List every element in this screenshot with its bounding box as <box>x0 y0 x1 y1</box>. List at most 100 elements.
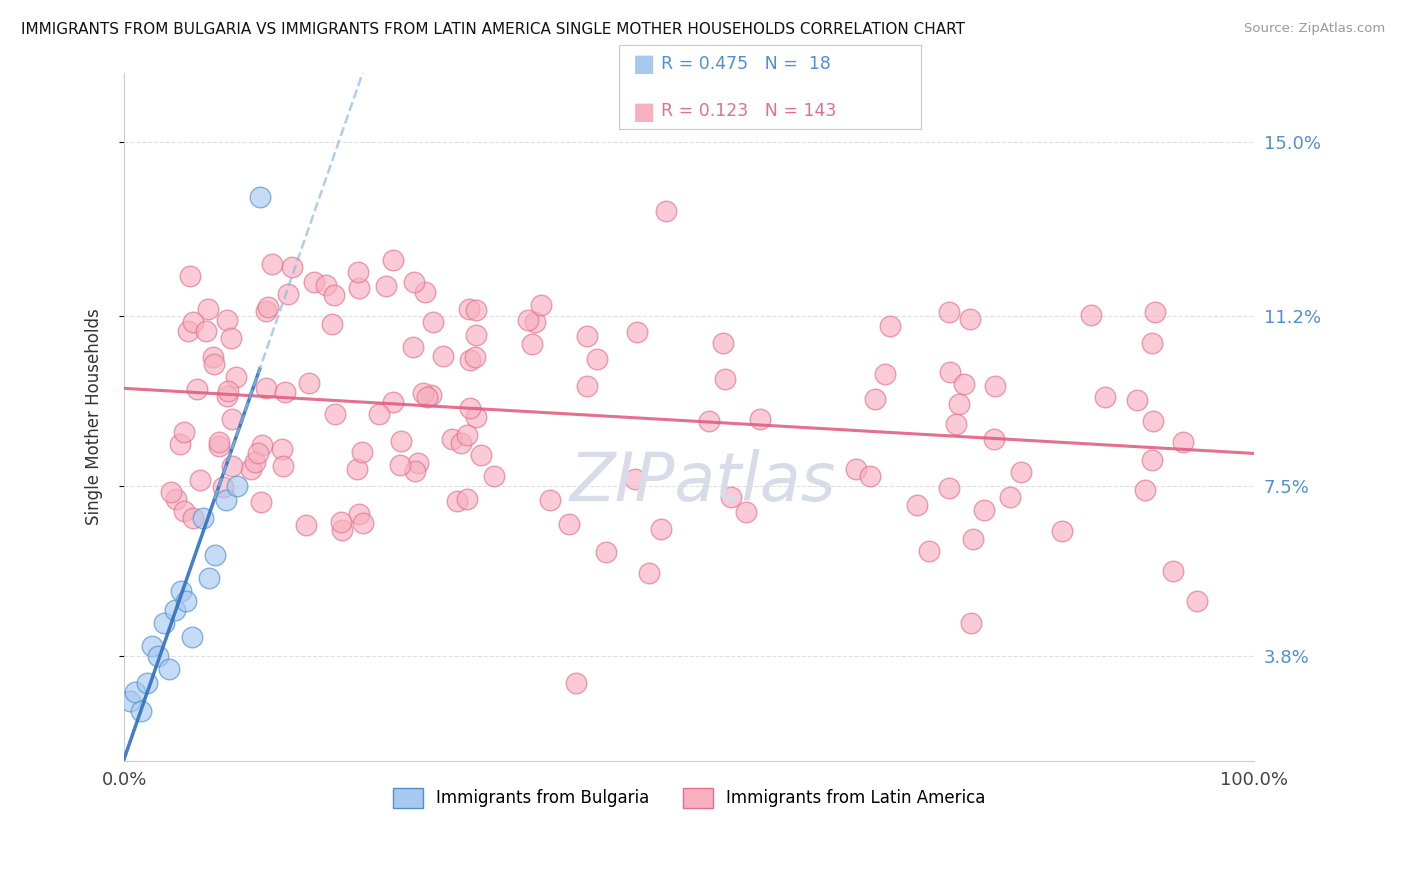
Text: IMMIGRANTS FROM BULGARIA VS IMMIGRANTS FROM LATIN AMERICA SINGLE MOTHER HOUSEHOL: IMMIGRANTS FROM BULGARIA VS IMMIGRANTS F… <box>21 22 965 37</box>
Point <box>530 298 553 312</box>
Point <box>212 480 235 494</box>
Point <box>446 494 468 508</box>
Point <box>254 381 277 395</box>
Point <box>404 464 426 478</box>
Point <box>367 407 389 421</box>
Point <box>1143 304 1166 318</box>
Point <box>217 384 239 398</box>
Point <box>188 474 211 488</box>
Point <box>186 382 208 396</box>
Point <box>465 409 488 424</box>
Point <box>330 523 353 537</box>
Point <box>595 545 617 559</box>
Text: Source: ZipAtlas.com: Source: ZipAtlas.com <box>1244 22 1385 36</box>
Point <box>1187 593 1209 607</box>
Point <box>323 407 346 421</box>
Point <box>1094 390 1116 404</box>
Point <box>420 388 443 402</box>
Point <box>381 253 404 268</box>
Point <box>250 438 273 452</box>
Point <box>163 603 186 617</box>
Point <box>1142 414 1164 428</box>
Point <box>350 445 373 459</box>
Point <box>1142 336 1164 351</box>
Point <box>146 648 169 663</box>
Point <box>734 505 756 519</box>
Point <box>141 640 163 654</box>
Point <box>179 268 201 283</box>
Point <box>998 490 1021 504</box>
Point <box>221 411 243 425</box>
Point <box>938 305 960 319</box>
Point <box>1126 392 1149 407</box>
Point <box>169 584 191 599</box>
Point <box>157 662 180 676</box>
Point <box>271 442 294 456</box>
Text: ■: ■ <box>633 100 655 123</box>
Point <box>226 479 249 493</box>
Point <box>873 367 896 381</box>
Point <box>576 379 599 393</box>
Point <box>557 516 579 531</box>
Point <box>458 353 481 368</box>
Point <box>247 446 270 460</box>
Point <box>194 324 217 338</box>
Point <box>516 313 538 327</box>
Point <box>382 394 405 409</box>
Point <box>124 685 146 699</box>
Point <box>624 472 647 486</box>
Point <box>165 491 187 506</box>
Point <box>458 302 481 317</box>
Point <box>262 257 284 271</box>
Point <box>215 312 238 326</box>
Point <box>221 331 243 345</box>
Point <box>406 456 429 470</box>
Point <box>217 389 239 403</box>
Point <box>953 377 976 392</box>
Point <box>295 517 318 532</box>
Point <box>257 300 280 314</box>
Point <box>655 203 678 218</box>
Point <box>374 279 396 293</box>
Point <box>202 357 225 371</box>
Text: R = 0.475   N =  18: R = 0.475 N = 18 <box>661 55 831 73</box>
Point <box>523 315 546 329</box>
Point <box>1142 452 1164 467</box>
Point <box>1080 308 1102 322</box>
Point <box>204 548 226 562</box>
Point <box>626 325 648 339</box>
Point <box>208 435 231 450</box>
Point <box>863 392 886 406</box>
Point <box>277 287 299 301</box>
Point <box>193 511 215 525</box>
Point <box>845 462 868 476</box>
Point <box>538 493 561 508</box>
Point <box>859 468 882 483</box>
Point <box>347 265 370 279</box>
Point <box>347 507 370 521</box>
Point <box>346 461 368 475</box>
Point <box>948 397 970 411</box>
Point <box>315 278 337 293</box>
Point <box>575 329 598 343</box>
Point <box>879 318 901 333</box>
Point <box>181 510 204 524</box>
Point <box>959 311 981 326</box>
Point <box>225 370 247 384</box>
Point <box>938 365 960 379</box>
Point <box>160 484 183 499</box>
Point <box>202 350 225 364</box>
Point <box>720 490 742 504</box>
Point <box>1050 524 1073 538</box>
Point <box>169 437 191 451</box>
Point <box>181 315 204 329</box>
Point <box>389 434 412 448</box>
Point <box>714 372 737 386</box>
Point <box>249 190 271 204</box>
Point <box>388 458 411 472</box>
Point <box>281 260 304 274</box>
Point <box>565 676 588 690</box>
Point <box>402 275 425 289</box>
Point <box>1133 483 1156 498</box>
Point <box>180 630 202 644</box>
